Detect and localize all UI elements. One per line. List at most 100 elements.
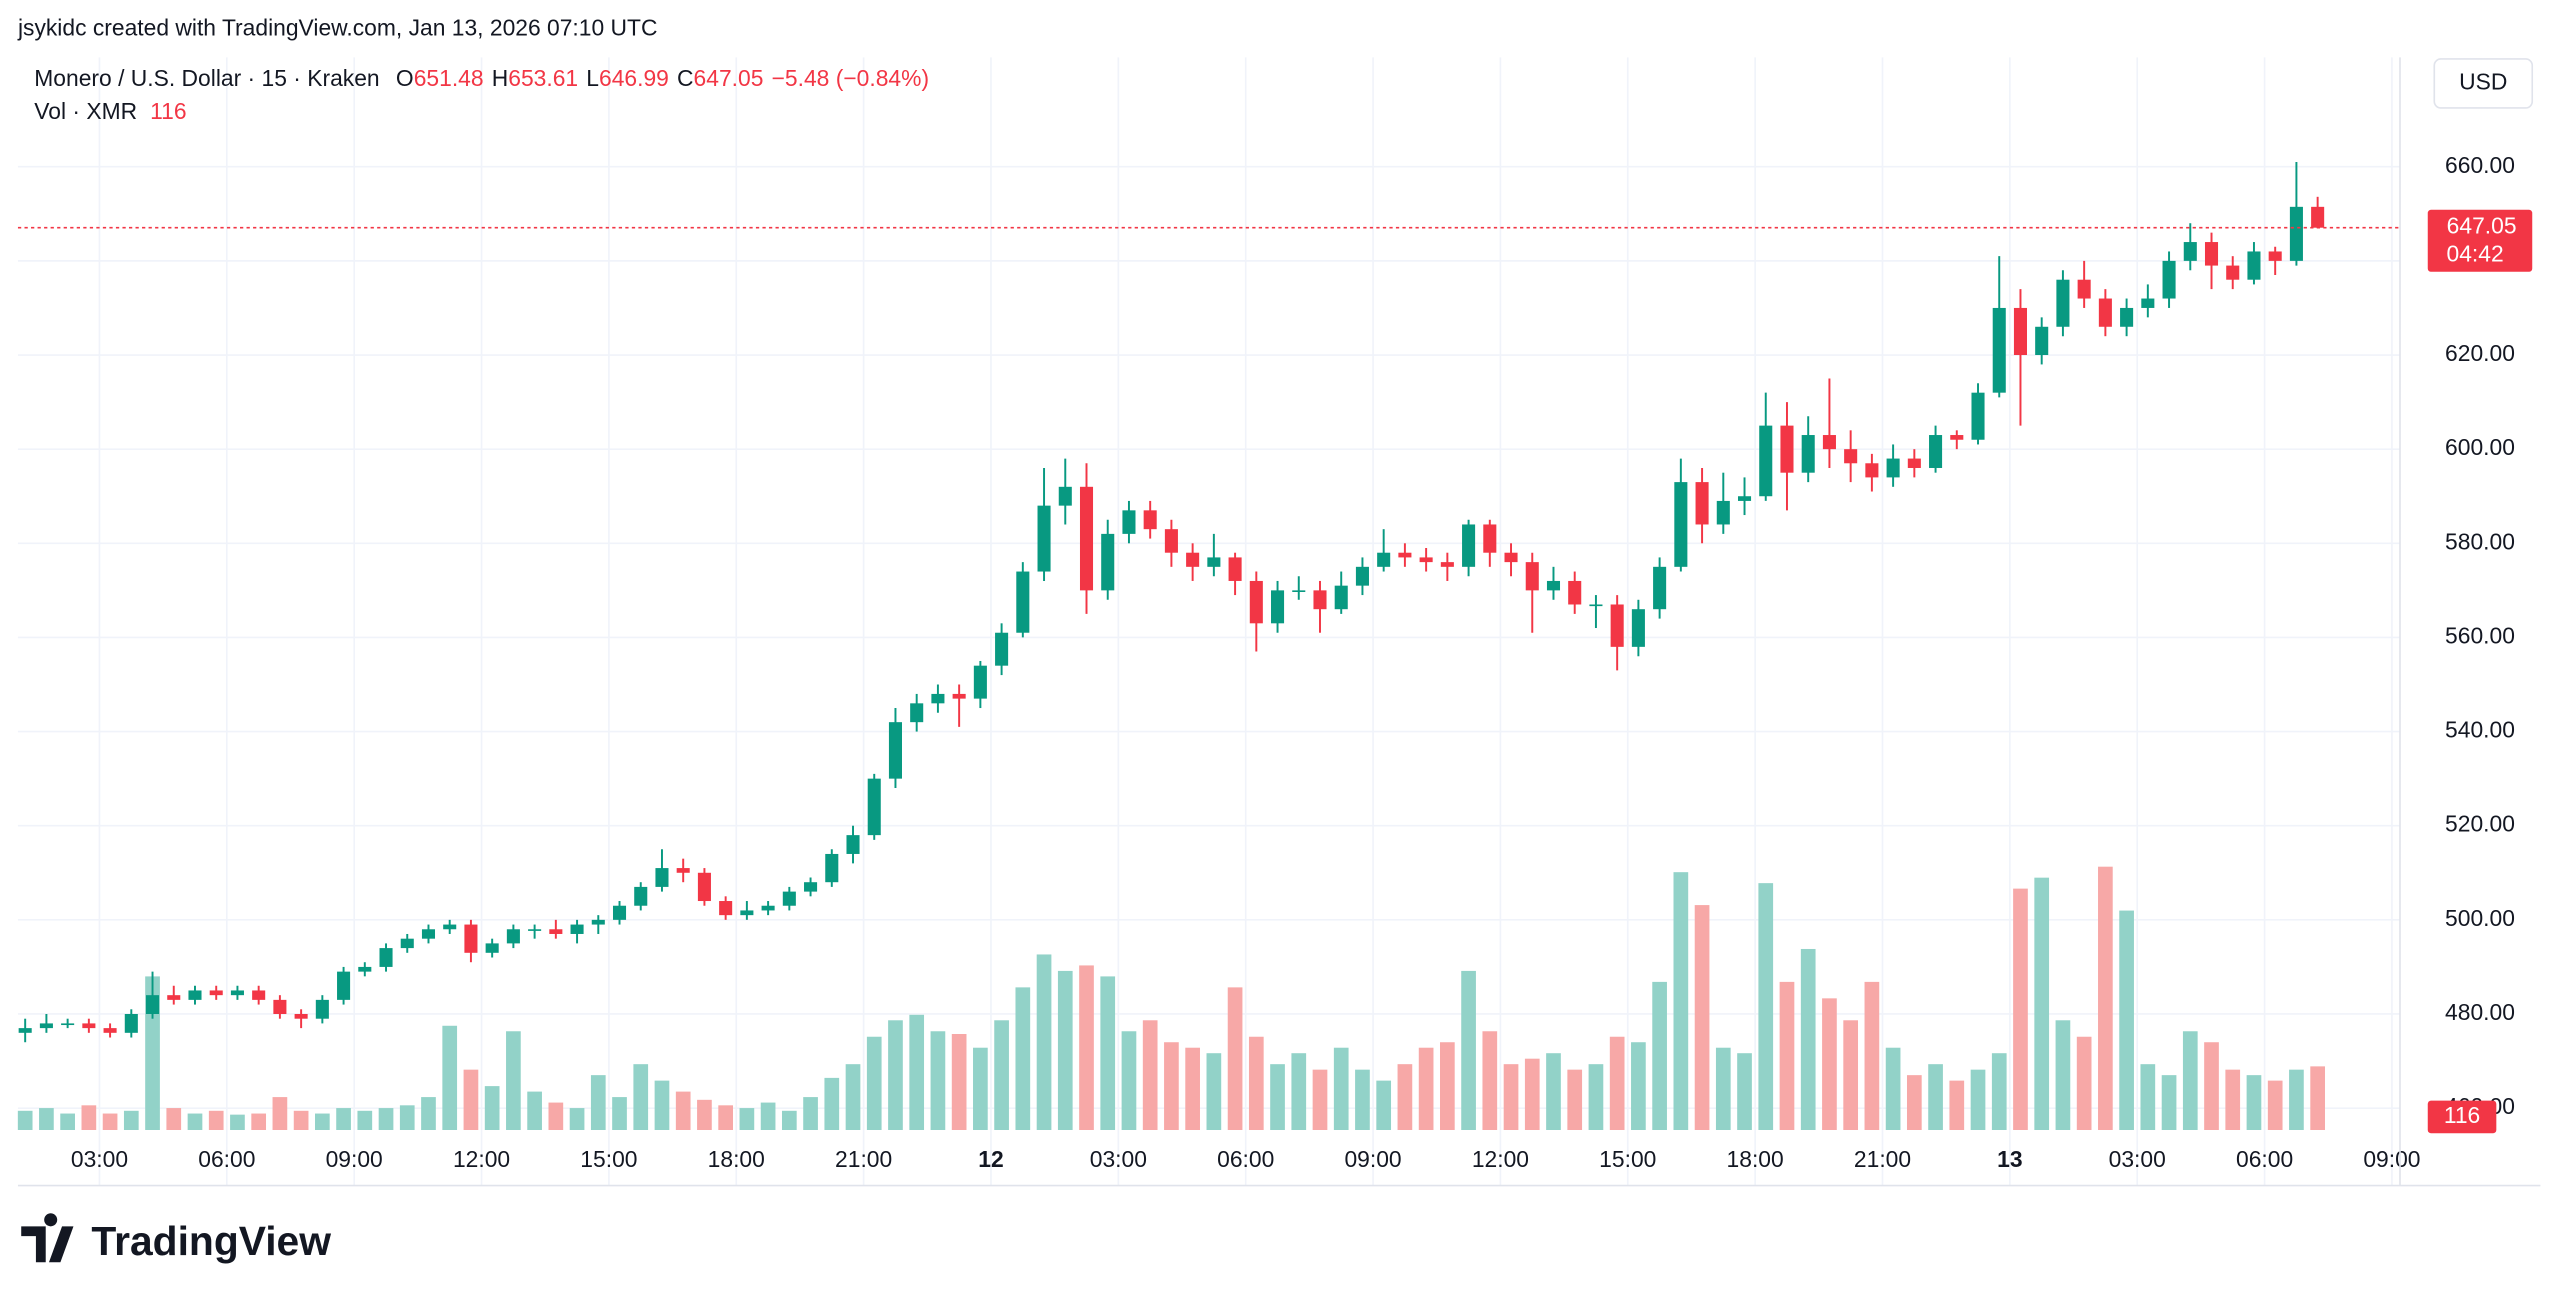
volume-bar: [1376, 1080, 1392, 1130]
volume-bar: [718, 1105, 733, 1130]
volume-bar: [187, 1113, 203, 1130]
candle-body: [888, 722, 902, 779]
volume-bar: [633, 1064, 649, 1130]
candle-body: [1483, 524, 1497, 553]
volume-bar: [1355, 1069, 1370, 1130]
candle-body: [973, 665, 987, 699]
y-tick-label: 620.00: [2445, 340, 2515, 366]
volume-bar: [293, 1110, 309, 1130]
volume-bar: [442, 1025, 458, 1130]
legend-item: −5.48 (−0.84%): [772, 65, 929, 91]
volume-bar: [2310, 1066, 2325, 1130]
volume-bar: [1503, 1064, 1519, 1130]
volume-bar: [1588, 1064, 1604, 1130]
candle-body: [1271, 590, 1285, 624]
x-tick-label: 12:00: [453, 1146, 510, 1172]
volume-bar: [1800, 948, 1816, 1130]
candle-body: [443, 924, 457, 930]
y-tick-label: 540.00: [2445, 717, 2515, 743]
volume-bar: [17, 1110, 33, 1130]
candle-body: [2141, 298, 2155, 308]
candle-body: [761, 905, 775, 911]
volume-bar: [803, 1097, 818, 1130]
volume-bar: [463, 1069, 479, 1130]
candle-body: [867, 778, 881, 836]
candle-body: [804, 882, 818, 892]
candle-body: [1398, 552, 1412, 558]
volume-bar: [1248, 1036, 1264, 1130]
x-tick-label: 15:00: [1599, 1146, 1656, 1172]
x-tick-label: 09:00: [1344, 1146, 1401, 1172]
candle-body: [39, 1023, 53, 1029]
volume-bar: [2225, 1069, 2241, 1130]
candle-body: [1249, 580, 1263, 624]
candle-body: [719, 901, 733, 916]
x-tick-label: 09:00: [326, 1146, 383, 1172]
volume-bar: [1461, 970, 1476, 1130]
x-tick-label: 21:00: [835, 1146, 892, 1172]
candle-body: [1695, 482, 1709, 525]
candle-body: [697, 872, 711, 902]
candle-body: [315, 999, 329, 1019]
y-tick-label: 480.00: [2445, 999, 2515, 1025]
x-tick-label: 13: [1997, 1146, 2022, 1172]
candle-body: [676, 868, 690, 873]
x-tick-label: 09:00: [2363, 1146, 2420, 1172]
volume-bar: [2204, 1042, 2219, 1130]
volume-bar: [2076, 1036, 2092, 1130]
legend-item: L: [586, 65, 599, 91]
volume-bar: [1949, 1080, 1965, 1130]
volume-title: Vol · XMR: [34, 98, 137, 124]
volume-value: 116: [150, 98, 186, 124]
candle-body: [1377, 552, 1391, 567]
volume-bar: [1737, 1053, 1752, 1130]
candle-body: [1716, 500, 1730, 525]
candle-body: [337, 971, 351, 1000]
candle-body: [18, 1028, 32, 1033]
y-tick-label: 500.00: [2445, 905, 2515, 931]
volume-bar: [251, 1113, 267, 1130]
volume-bar: [357, 1110, 373, 1130]
volume-bar: [1609, 1036, 1625, 1130]
volume-bar: [272, 1097, 288, 1130]
volume-bar: [506, 1031, 521, 1130]
candle-body: [2183, 242, 2197, 261]
volume-bar: [654, 1080, 670, 1130]
candle-body: [1164, 529, 1178, 553]
legend: Monero / U.S. Dollar · 15 · Kraken O 651.4…: [34, 65, 929, 124]
volume-bar: [1715, 1047, 1731, 1130]
volume-bar: [527, 1091, 542, 1130]
candle-body: [2289, 206, 2303, 261]
volume-bar: [1631, 1042, 1646, 1130]
candle-body: [61, 1023, 75, 1026]
x-tick-label: 03:00: [2109, 1146, 2166, 1172]
volume-bar: [208, 1110, 224, 1130]
axes: 460.00480.00500.00520.00540.00560.00580.…: [17, 152, 2533, 1172]
x-tick-label: 06:00: [2236, 1146, 2293, 1172]
volume-bar: [39, 1108, 54, 1130]
x-tick-label: 12: [978, 1146, 1003, 1172]
volume-bar: [315, 1113, 330, 1130]
volume-bar: [1206, 1053, 1222, 1130]
candle-body: [910, 703, 924, 723]
candle-body: [1992, 307, 2006, 393]
candle-body: [2013, 307, 2028, 356]
volume-bar: [421, 1097, 436, 1130]
candle-body: [464, 924, 478, 953]
legend-item: 647.05: [694, 65, 764, 91]
candle-body: [2056, 279, 2070, 327]
currency: USD: [2459, 69, 2507, 95]
volume-bar: [994, 1020, 1009, 1130]
volume-bar: [590, 1075, 606, 1130]
y-tick-label: 600.00: [2445, 434, 2515, 460]
volume-bar: [1079, 965, 1094, 1130]
candle-body: [570, 924, 584, 934]
volume-bar: [2267, 1080, 2283, 1130]
candle-body: [825, 853, 839, 883]
volume-bar: [1164, 1042, 1179, 1130]
volume-bar: [845, 1064, 861, 1130]
currency-button[interactable]: [2433, 58, 2534, 109]
volume-bar: [612, 1097, 627, 1130]
volume-bar: [1121, 1031, 1137, 1130]
